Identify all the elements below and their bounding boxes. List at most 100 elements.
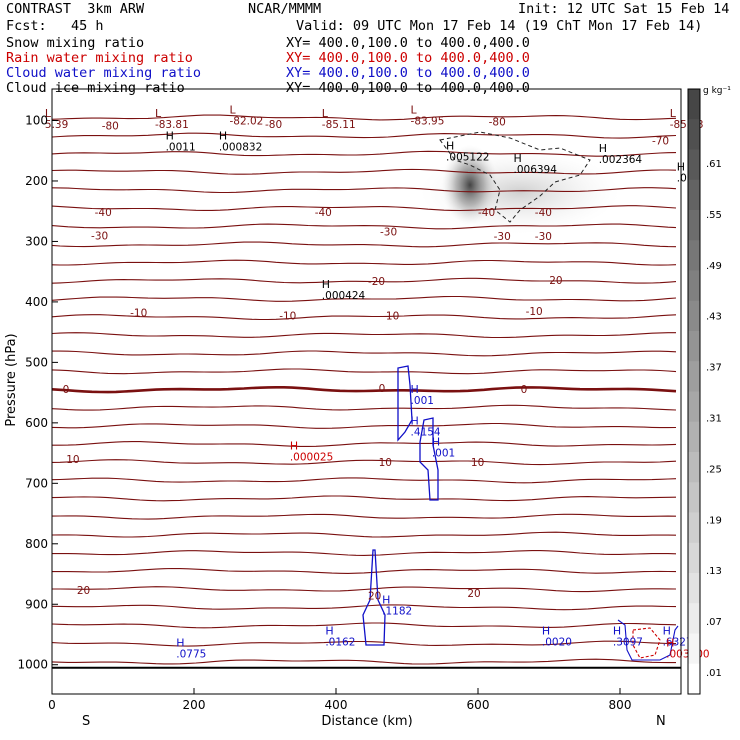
- colorbar-swatch: [688, 482, 700, 513]
- isotherm-line: [52, 132, 677, 139]
- colorbar-swatch: [688, 452, 700, 483]
- maximum-label: .005122: [446, 151, 489, 163]
- y-tick-label: 200: [25, 174, 48, 188]
- isotherm-line: [52, 586, 677, 593]
- y-tick-label: 700: [25, 476, 48, 490]
- field-cloudwater-xy: XY= 400.0,100.0 to 400.0,400.0: [286, 65, 530, 81]
- isotherm-label: -30: [494, 231, 511, 243]
- isotherm-line: [52, 332, 676, 339]
- colorbar-swatch: [688, 512, 700, 544]
- isotherm-line: [52, 658, 676, 665]
- colorbar-label: .31: [706, 414, 722, 425]
- minimum-label-symbol: L: [45, 107, 52, 120]
- maximum-label: .0020: [542, 636, 572, 648]
- maximum-label-symbol: H: [666, 636, 674, 649]
- maximum-label-symbol: H: [411, 415, 419, 428]
- isotherm-label: -80: [102, 121, 119, 133]
- maximum-label: .000424: [322, 290, 366, 302]
- valid-time: Valid: 09 UTC Mon 17 Feb 14 (19 ChT Mon …: [296, 18, 703, 34]
- isotherm-label: 0: [521, 384, 528, 396]
- isotherm-line: [52, 150, 677, 157]
- isotherm-line: [52, 314, 677, 321]
- maximum-label: .3097: [613, 636, 643, 648]
- colorbar-swatch: [688, 89, 700, 120]
- isotherm-line: [52, 168, 677, 175]
- isotherm-label: -20: [545, 275, 562, 287]
- isotherm-line: [52, 441, 677, 447]
- isotherm-line: [52, 187, 677, 194]
- isotherm-label: -30: [535, 231, 552, 243]
- field-rain-name: Rain water mixing ratio: [6, 50, 193, 66]
- isotherm-line: [52, 604, 677, 611]
- init-time: Init: 12 UTC Sat 15 Feb 14: [518, 1, 730, 17]
- maximum-label: .4154: [411, 427, 441, 439]
- isotherm-label: 20: [368, 590, 381, 602]
- isotherm-label: -10: [382, 310, 399, 322]
- y-tick-label: 900: [25, 597, 48, 611]
- x-tick-label: 200: [183, 698, 206, 712]
- snow-core: [442, 145, 498, 225]
- isotherm-label: -10: [279, 310, 296, 322]
- colorbar-swatch: [688, 240, 700, 271]
- hydrometeor-contours: [362, 131, 679, 661]
- minimum-label-symbol: L: [670, 107, 677, 120]
- colorbar-label: .07: [706, 617, 722, 628]
- maximum-label: .1182: [382, 606, 412, 618]
- y-tick-label: 300: [25, 234, 48, 248]
- isotherm-line: [52, 477, 677, 484]
- colorbar-border: [687, 88, 701, 695]
- isotherm-label: 20: [77, 585, 90, 597]
- colorbar-swatch: [688, 391, 700, 423]
- isotherm-label: -40: [535, 207, 552, 219]
- contour-labels: -80 -80 -80 -70 -40 -40 -40 -40 -30 -30 -30 -30 -20 -…: [45, 104, 710, 661]
- isotherm-label: 10: [471, 457, 484, 469]
- isotherm-line: [52, 422, 677, 429]
- isotherm-line: [52, 404, 677, 411]
- maximum-label: .001: [411, 395, 434, 407]
- isotherm-label: -10: [130, 307, 147, 319]
- minimum-label: 5.39: [45, 119, 68, 131]
- minimum-label-symbol: L: [411, 104, 418, 117]
- zero-isotherm: [52, 386, 677, 394]
- isotherm-label: -10: [526, 306, 543, 318]
- isotherm-label: 10: [379, 457, 392, 469]
- isotherm-label: -20: [368, 276, 385, 288]
- maximum-label-symbol: H: [176, 636, 184, 649]
- field-cloudice-xy: XY= 400.0,100.0 to 400.0,400.0: [286, 80, 530, 96]
- maximum-label: .000832: [219, 142, 262, 154]
- maximum-label-symbol: H: [446, 139, 454, 152]
- maximum-label-symbol: H: [411, 383, 419, 396]
- y-tick-label: 800: [25, 537, 48, 551]
- maximum-label-symbol: H: [663, 624, 671, 637]
- field-snow-name: Snow mixing ratio: [6, 35, 145, 51]
- colorbar-label: .01: [706, 668, 722, 679]
- plot-border: [51, 88, 682, 695]
- temperature-contours: [52, 114, 677, 665]
- isotherm-line: [52, 495, 677, 502]
- colorbar-label: .43: [706, 312, 722, 323]
- y-tick-label: 400: [25, 295, 48, 309]
- isotherm-line: [52, 350, 677, 357]
- isotherm-label: -40: [315, 207, 332, 219]
- isotherm-line: [52, 513, 677, 520]
- colorbar-swatch: [688, 633, 700, 665]
- cloud-water-contour: [397, 365, 413, 442]
- y-tick-label: 600: [25, 416, 48, 430]
- rain-water-contour: [632, 627, 661, 659]
- isotherm-label: 0: [379, 383, 386, 395]
- cloud-water-contour: [362, 549, 386, 646]
- maximum-label-symbol: H: [219, 130, 227, 143]
- colorbar-label: .37: [706, 363, 722, 374]
- snow-shading: [420, 145, 620, 234]
- north-endpoint: N: [656, 714, 666, 729]
- isotherm-line: [52, 567, 677, 574]
- colorbar-swatch: [688, 119, 700, 150]
- minimum-label: -82.02: [230, 116, 264, 128]
- maximum-label-symbol: H: [166, 130, 174, 143]
- maximum-label: .002364: [599, 154, 643, 166]
- south-endpoint: S: [82, 714, 90, 729]
- isotherm-label: -40: [95, 207, 112, 219]
- x-axis-title: Distance (km): [321, 714, 412, 729]
- isotherm-line: [52, 205, 677, 212]
